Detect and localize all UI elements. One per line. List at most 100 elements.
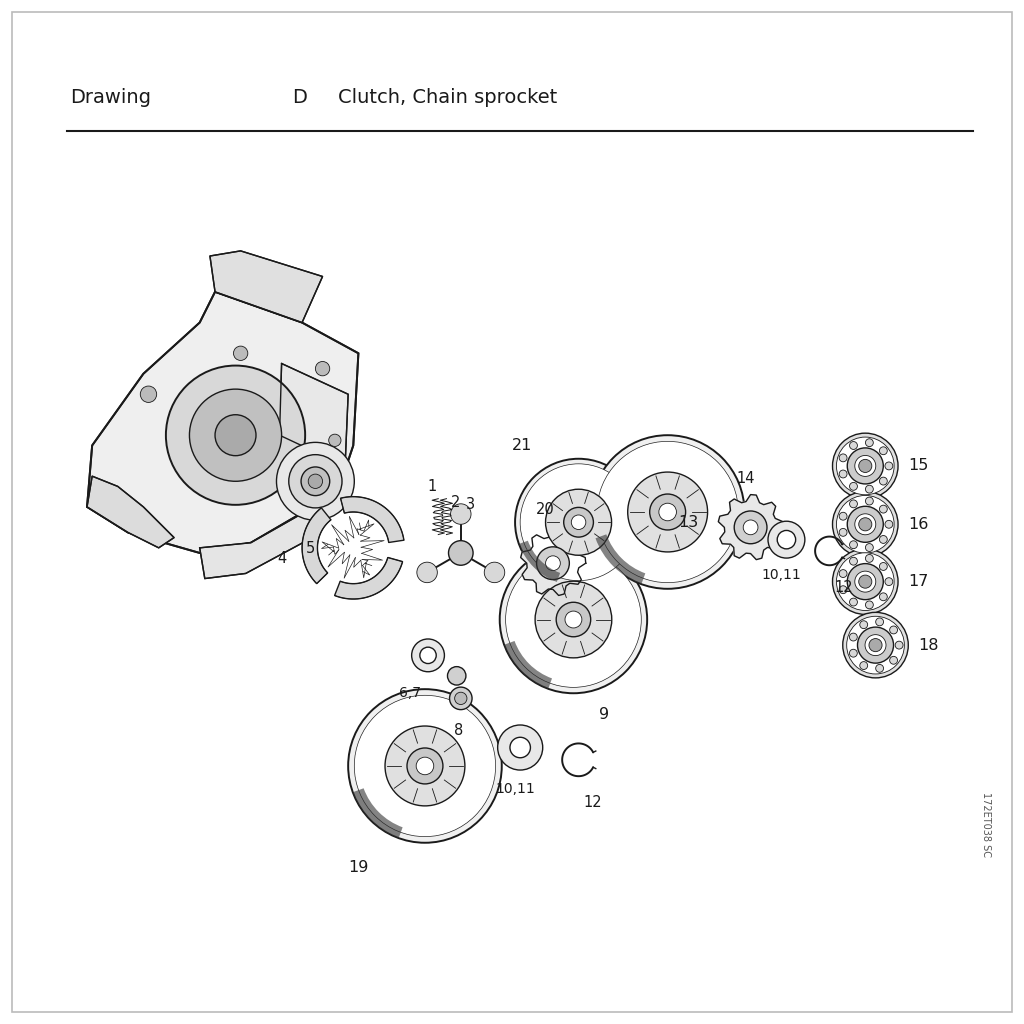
Circle shape	[880, 562, 887, 570]
Polygon shape	[87, 292, 358, 553]
Text: 12: 12	[835, 580, 853, 595]
Circle shape	[840, 586, 847, 594]
Circle shape	[166, 366, 305, 505]
Circle shape	[885, 520, 893, 528]
Circle shape	[546, 556, 560, 570]
Text: 12: 12	[584, 795, 602, 810]
Polygon shape	[200, 505, 317, 579]
Circle shape	[420, 647, 436, 664]
Circle shape	[880, 593, 887, 601]
Circle shape	[840, 512, 847, 520]
Polygon shape	[280, 364, 348, 466]
Text: 172ET038 SC: 172ET038 SC	[981, 792, 991, 857]
Text: 2: 2	[451, 495, 460, 510]
Wedge shape	[519, 541, 560, 582]
Circle shape	[484, 562, 505, 583]
Text: 16: 16	[908, 517, 929, 531]
Polygon shape	[335, 557, 402, 599]
Circle shape	[857, 627, 894, 664]
Circle shape	[315, 361, 330, 376]
Text: 8: 8	[454, 723, 464, 738]
Circle shape	[880, 536, 887, 544]
Circle shape	[498, 725, 543, 770]
Polygon shape	[302, 508, 331, 584]
Circle shape	[860, 621, 867, 629]
Circle shape	[847, 447, 884, 484]
Circle shape	[837, 553, 894, 610]
Circle shape	[308, 474, 323, 488]
Circle shape	[855, 456, 876, 476]
Circle shape	[385, 726, 465, 806]
Circle shape	[506, 552, 641, 687]
Circle shape	[447, 667, 466, 685]
Circle shape	[563, 507, 594, 538]
Text: D: D	[292, 88, 307, 106]
Circle shape	[850, 541, 857, 549]
Circle shape	[500, 546, 647, 693]
Circle shape	[565, 611, 582, 628]
Circle shape	[865, 544, 873, 552]
Circle shape	[233, 346, 248, 360]
Text: 6,7: 6,7	[398, 686, 421, 700]
Circle shape	[450, 687, 472, 710]
Circle shape	[865, 438, 873, 446]
Circle shape	[840, 528, 847, 537]
Circle shape	[833, 433, 898, 499]
Text: Clutch, Chain sprocket: Clutch, Chain sprocket	[338, 88, 557, 106]
Circle shape	[140, 386, 157, 402]
Circle shape	[890, 656, 897, 665]
Circle shape	[520, 464, 637, 581]
Circle shape	[597, 441, 738, 583]
Circle shape	[833, 549, 898, 614]
Text: 1: 1	[427, 478, 437, 494]
Circle shape	[859, 575, 871, 588]
Text: 3: 3	[466, 497, 475, 512]
Circle shape	[855, 571, 876, 592]
Circle shape	[417, 562, 437, 583]
Circle shape	[536, 582, 611, 657]
Circle shape	[546, 489, 611, 555]
Circle shape	[850, 649, 857, 657]
Circle shape	[847, 506, 884, 543]
Circle shape	[876, 617, 884, 626]
Circle shape	[571, 515, 586, 529]
Circle shape	[880, 505, 887, 513]
Text: 19: 19	[348, 860, 369, 876]
Text: 4: 4	[276, 551, 287, 565]
Circle shape	[591, 435, 744, 589]
Circle shape	[455, 692, 467, 705]
Circle shape	[855, 514, 876, 535]
Polygon shape	[87, 476, 174, 548]
Circle shape	[843, 612, 908, 678]
Circle shape	[329, 434, 341, 446]
Circle shape	[840, 569, 847, 578]
Circle shape	[449, 541, 473, 565]
Circle shape	[416, 757, 434, 775]
Circle shape	[301, 467, 330, 496]
Circle shape	[451, 504, 471, 524]
Wedge shape	[596, 535, 645, 584]
Circle shape	[215, 415, 256, 456]
Circle shape	[833, 492, 898, 557]
Circle shape	[840, 454, 847, 462]
Circle shape	[412, 639, 444, 672]
Circle shape	[658, 503, 677, 521]
Text: 17: 17	[908, 574, 929, 589]
Circle shape	[276, 442, 354, 520]
Circle shape	[869, 639, 882, 651]
Circle shape	[859, 518, 871, 530]
Circle shape	[850, 633, 857, 641]
Circle shape	[850, 441, 857, 450]
Circle shape	[895, 641, 903, 649]
Circle shape	[837, 496, 894, 553]
Circle shape	[777, 530, 796, 549]
Circle shape	[880, 477, 887, 485]
Circle shape	[649, 494, 686, 530]
Polygon shape	[718, 495, 783, 560]
Circle shape	[860, 662, 867, 670]
Circle shape	[515, 459, 642, 586]
Circle shape	[890, 626, 897, 634]
Wedge shape	[353, 788, 402, 838]
Text: 10,11: 10,11	[762, 568, 801, 583]
Circle shape	[850, 500, 857, 508]
